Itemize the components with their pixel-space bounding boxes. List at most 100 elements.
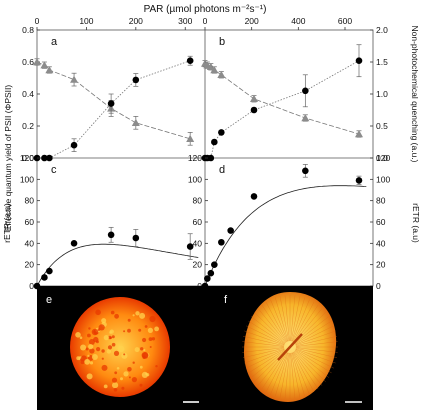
circle-point-b-6 — [302, 87, 309, 95]
septum-37 — [254, 312, 286, 344]
septum-5 — [295, 349, 332, 374]
top-tick-label-a-0: 0 — [35, 16, 40, 26]
y-tick-label-d-6: 120 — [188, 153, 202, 163]
speck-19 — [154, 326, 160, 332]
speck-86 — [143, 348, 146, 352]
septum-18 — [274, 352, 289, 397]
speck-77 — [132, 314, 135, 317]
septum-17 — [279, 352, 290, 398]
speck-66 — [114, 371, 118, 375]
speck-3 — [111, 335, 115, 339]
septum-55 — [295, 320, 332, 345]
septum-2 — [295, 347, 338, 359]
septum-59 — [295, 341, 338, 347]
fit-curve-c — [36, 243, 199, 287]
fit-curve-d — [204, 185, 367, 287]
circle-point-d-4 — [218, 238, 225, 246]
septum-33 — [244, 330, 285, 346]
circle-point-d-3 — [211, 261, 218, 268]
top-tick-label-b-3: 600 — [338, 16, 352, 26]
top-tick-label-b-2: 400 — [291, 16, 305, 26]
septum-9 — [293, 351, 319, 390]
speck-65 — [141, 371, 148, 378]
y2-tick-label-b-3: 1.5 — [376, 57, 388, 67]
top-tick-label-a-1: 100 — [79, 16, 93, 26]
y-right-tick-label-d-1: 20 — [376, 260, 386, 270]
triangle-point-a-3 — [70, 75, 79, 83]
septum-3 — [295, 348, 336, 364]
triangle-point-a-5 — [131, 118, 140, 126]
speck-75 — [138, 328, 142, 332]
septum-56 — [295, 325, 335, 345]
speck-26 — [134, 347, 140, 353]
speck-22 — [113, 388, 118, 392]
left-axis-label-top: Effective quantum yield of PSII (ΦPSII) — [3, 85, 13, 232]
top-tick-label-a-3: 300 — [178, 16, 192, 26]
septum-41 — [270, 299, 288, 342]
speck-64 — [127, 318, 131, 322]
septum-31 — [242, 341, 285, 347]
speck-42 — [76, 356, 81, 361]
speck-18 — [112, 382, 119, 389]
speck-39 — [91, 354, 98, 360]
speck-29 — [79, 336, 83, 340]
speck-82 — [108, 335, 112, 340]
septum-43 — [279, 296, 290, 342]
y-tick-label-c-6: 120 — [20, 153, 34, 163]
septum-34 — [245, 325, 285, 345]
speck-56 — [96, 347, 101, 352]
circle-point-a-3 — [70, 141, 78, 149]
y-right-tick-label-d-0: 0 — [376, 281, 381, 291]
speck-5 — [121, 352, 128, 359]
panel-letter-e: e — [46, 294, 52, 306]
septum-6 — [294, 350, 329, 378]
speck-0 — [85, 347, 89, 351]
speck-41 — [101, 318, 107, 324]
septum-49 — [292, 299, 310, 342]
circle-point-a-2 — [46, 154, 53, 162]
y-tick-label-a-3: 0.6 — [22, 57, 34, 67]
circle-point-b-4 — [218, 129, 225, 136]
speck-55 — [144, 325, 148, 328]
speck-36 — [110, 310, 115, 315]
speck-68 — [111, 377, 118, 383]
y-tick-label-a-1: 0.2 — [22, 121, 34, 131]
y-tick-label-c-4: 80 — [25, 196, 35, 206]
panel-letter-f: f — [224, 294, 228, 306]
septum-46 — [290, 295, 296, 342]
speck-43 — [80, 344, 87, 351]
speck-71 — [135, 311, 140, 316]
septum-50 — [292, 301, 315, 342]
circle-point-c-2 — [46, 267, 53, 275]
speck-81 — [149, 346, 152, 348]
y-tick-label-d-4: 80 — [193, 196, 203, 206]
septum-35 — [248, 320, 285, 345]
septum-51 — [293, 304, 319, 343]
septum-11 — [292, 352, 310, 395]
speck-80 — [88, 327, 91, 330]
circle-point-c-6 — [186, 243, 194, 250]
speck-15 — [142, 337, 147, 343]
circle-point-b-3 — [211, 138, 218, 146]
septum-29 — [242, 347, 285, 353]
speck-13 — [132, 361, 135, 364]
circle-point-c-5 — [132, 234, 140, 242]
y-right-tick-label-d-5: 100 — [376, 174, 390, 184]
y-right-tick-label-d-3: 60 — [376, 217, 386, 227]
septum-19 — [270, 352, 288, 395]
speck-30 — [107, 345, 113, 350]
triangle-point-b-2 — [206, 62, 215, 70]
septum-44 — [284, 295, 290, 342]
septum-10 — [292, 352, 315, 393]
speck-78 — [101, 349, 105, 353]
speck-83 — [84, 358, 91, 365]
photo-panels: e f — [37, 286, 373, 410]
circle-point-d-6 — [250, 193, 258, 200]
septum-42 — [274, 297, 289, 342]
speck-67 — [147, 327, 153, 333]
septum-16 — [284, 352, 290, 399]
panel-b: b 0 200 400 600 0.0 0.5 1.0 1.5 2.0 — [201, 16, 388, 163]
septum-25 — [248, 349, 285, 374]
